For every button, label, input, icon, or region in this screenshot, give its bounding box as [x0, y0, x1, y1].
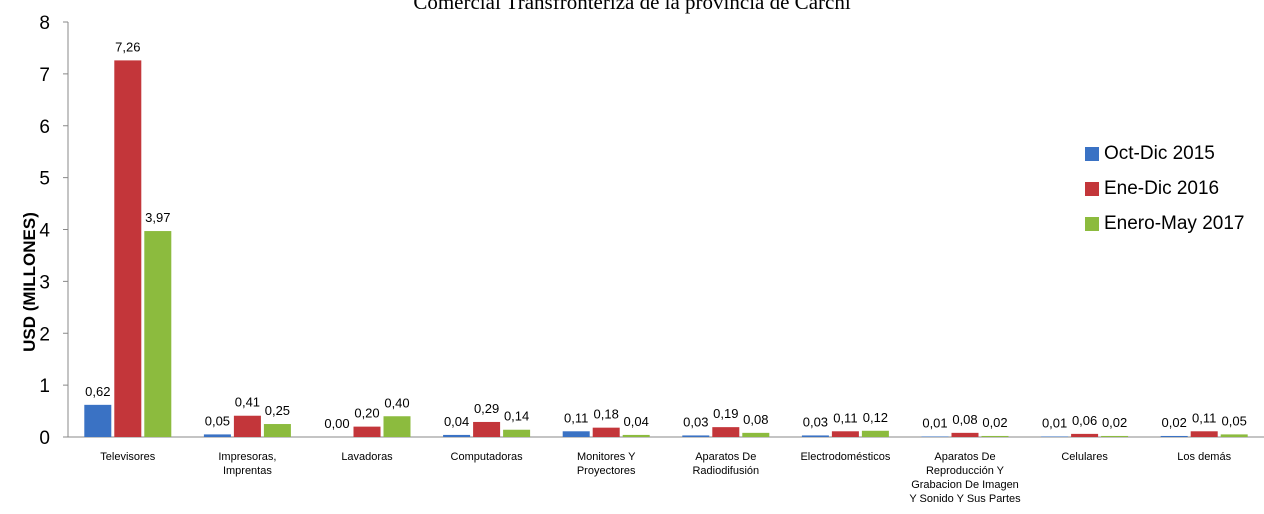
data-label: 0,03: [683, 414, 708, 429]
data-label: 0,02: [1162, 415, 1187, 430]
x-tick-label: Aparatos De Reproducción Y Grabacion De Im…: [909, 451, 1021, 505]
bar: [114, 60, 142, 437]
data-label: 0,04: [624, 414, 649, 429]
legend-label: Oct-Dic 2015: [1104, 142, 1215, 164]
x-tick-label: Lavadoras: [341, 451, 393, 463]
bar: [951, 432, 979, 437]
data-label: 0,04: [444, 414, 469, 429]
bar: [742, 432, 770, 437]
data-label: 0,02: [1102, 415, 1127, 430]
y-tick-label: 1: [39, 376, 50, 397]
data-label: 0,19: [713, 406, 738, 421]
bar: [353, 426, 381, 437]
bar: [443, 434, 471, 437]
chart-title: Comercial Transfronteriza de la provinci…: [413, 0, 851, 14]
y-tick-label: 0: [39, 428, 50, 449]
x-tick-label: Impresoras, Imprentas: [218, 451, 276, 477]
x-tick-label: Celulares: [1061, 451, 1108, 463]
data-label: 0,29: [474, 401, 499, 416]
x-tick-label: Monitores Y Proyectores: [577, 451, 636, 477]
data-label: 0,12: [863, 410, 888, 425]
legend-item: Ene-Dic 2016: [1085, 171, 1244, 206]
bar: [682, 435, 710, 437]
data-label: 0,08: [952, 412, 977, 427]
bar: [263, 424, 291, 437]
bar: [383, 416, 411, 437]
x-tick-label: Aparatos De Radiodifusión: [692, 451, 759, 477]
data-label: 0,06: [1072, 413, 1097, 428]
data-label: 0,02: [982, 415, 1007, 430]
bar: [1190, 431, 1218, 437]
y-tick-label: 5: [39, 169, 50, 190]
bar: [503, 429, 531, 437]
bar: [981, 435, 1009, 437]
bar: [84, 404, 112, 437]
legend: Oct-Dic 2015 Ene-Dic 2016 Enero-May 2017: [1085, 136, 1244, 241]
legend-swatch: [1085, 181, 1099, 196]
bar: [233, 415, 261, 437]
y-tick-label: 6: [39, 117, 50, 138]
data-label: 0,01: [1042, 415, 1067, 430]
data-label: 0,14: [504, 409, 529, 424]
x-tick-label: Televisores: [100, 451, 156, 463]
legend-item: Oct-Dic 2015: [1085, 136, 1244, 171]
data-label: 0,11: [564, 410, 588, 425]
bar: [921, 436, 949, 437]
bar: [144, 231, 172, 437]
bar: [831, 431, 859, 437]
data-label: 0,11: [1192, 410, 1216, 425]
legend-label: Enero-May 2017: [1104, 212, 1245, 234]
x-tick-label: Electrodomésticos: [800, 451, 890, 463]
data-label: 0,62: [85, 384, 110, 399]
data-label: 7,26: [115, 39, 140, 54]
data-label: 3,97: [145, 210, 170, 225]
x-tick-label: Computadoras: [451, 451, 524, 463]
bar: [203, 434, 231, 437]
data-label: 0,18: [594, 407, 619, 422]
y-tick-label: 2: [39, 324, 50, 345]
bar: [712, 427, 740, 437]
data-label: 0,00: [324, 416, 349, 431]
y-tick-label: 8: [39, 13, 50, 34]
bar: [861, 430, 889, 437]
legend-item: Enero-May 2017: [1085, 206, 1244, 241]
data-label: 0,05: [205, 413, 230, 428]
legend-swatch: [1085, 146, 1099, 161]
bar: [622, 434, 650, 437]
bar: [1220, 434, 1248, 437]
data-label: 0,08: [743, 412, 768, 427]
bar: [1071, 433, 1099, 437]
data-label: 0,03: [803, 414, 828, 429]
data-label: 0,40: [384, 395, 409, 410]
legend-swatch: [1085, 216, 1099, 231]
y-tick-label: 3: [39, 272, 50, 293]
bar: [1041, 436, 1069, 437]
y-axis-label: USD (MILLONES): [20, 212, 39, 352]
bar: [801, 435, 829, 437]
data-label: 0,20: [354, 406, 379, 421]
bar: [592, 427, 620, 437]
y-tick-label: 4: [39, 221, 50, 242]
y-tick-label: 7: [39, 65, 50, 86]
bar: [1160, 435, 1188, 437]
legend-label: Ene-Dic 2016: [1104, 177, 1220, 199]
x-tick-label: Los demás: [1177, 451, 1231, 463]
bar: [562, 431, 590, 437]
bar: [1101, 435, 1129, 437]
data-label: 0,05: [1222, 413, 1247, 428]
data-label: 0,25: [265, 403, 290, 418]
data-label: 0,11: [833, 410, 857, 425]
data-label: 0,01: [922, 415, 947, 430]
data-label: 0,41: [235, 395, 260, 410]
bar: [473, 421, 501, 437]
